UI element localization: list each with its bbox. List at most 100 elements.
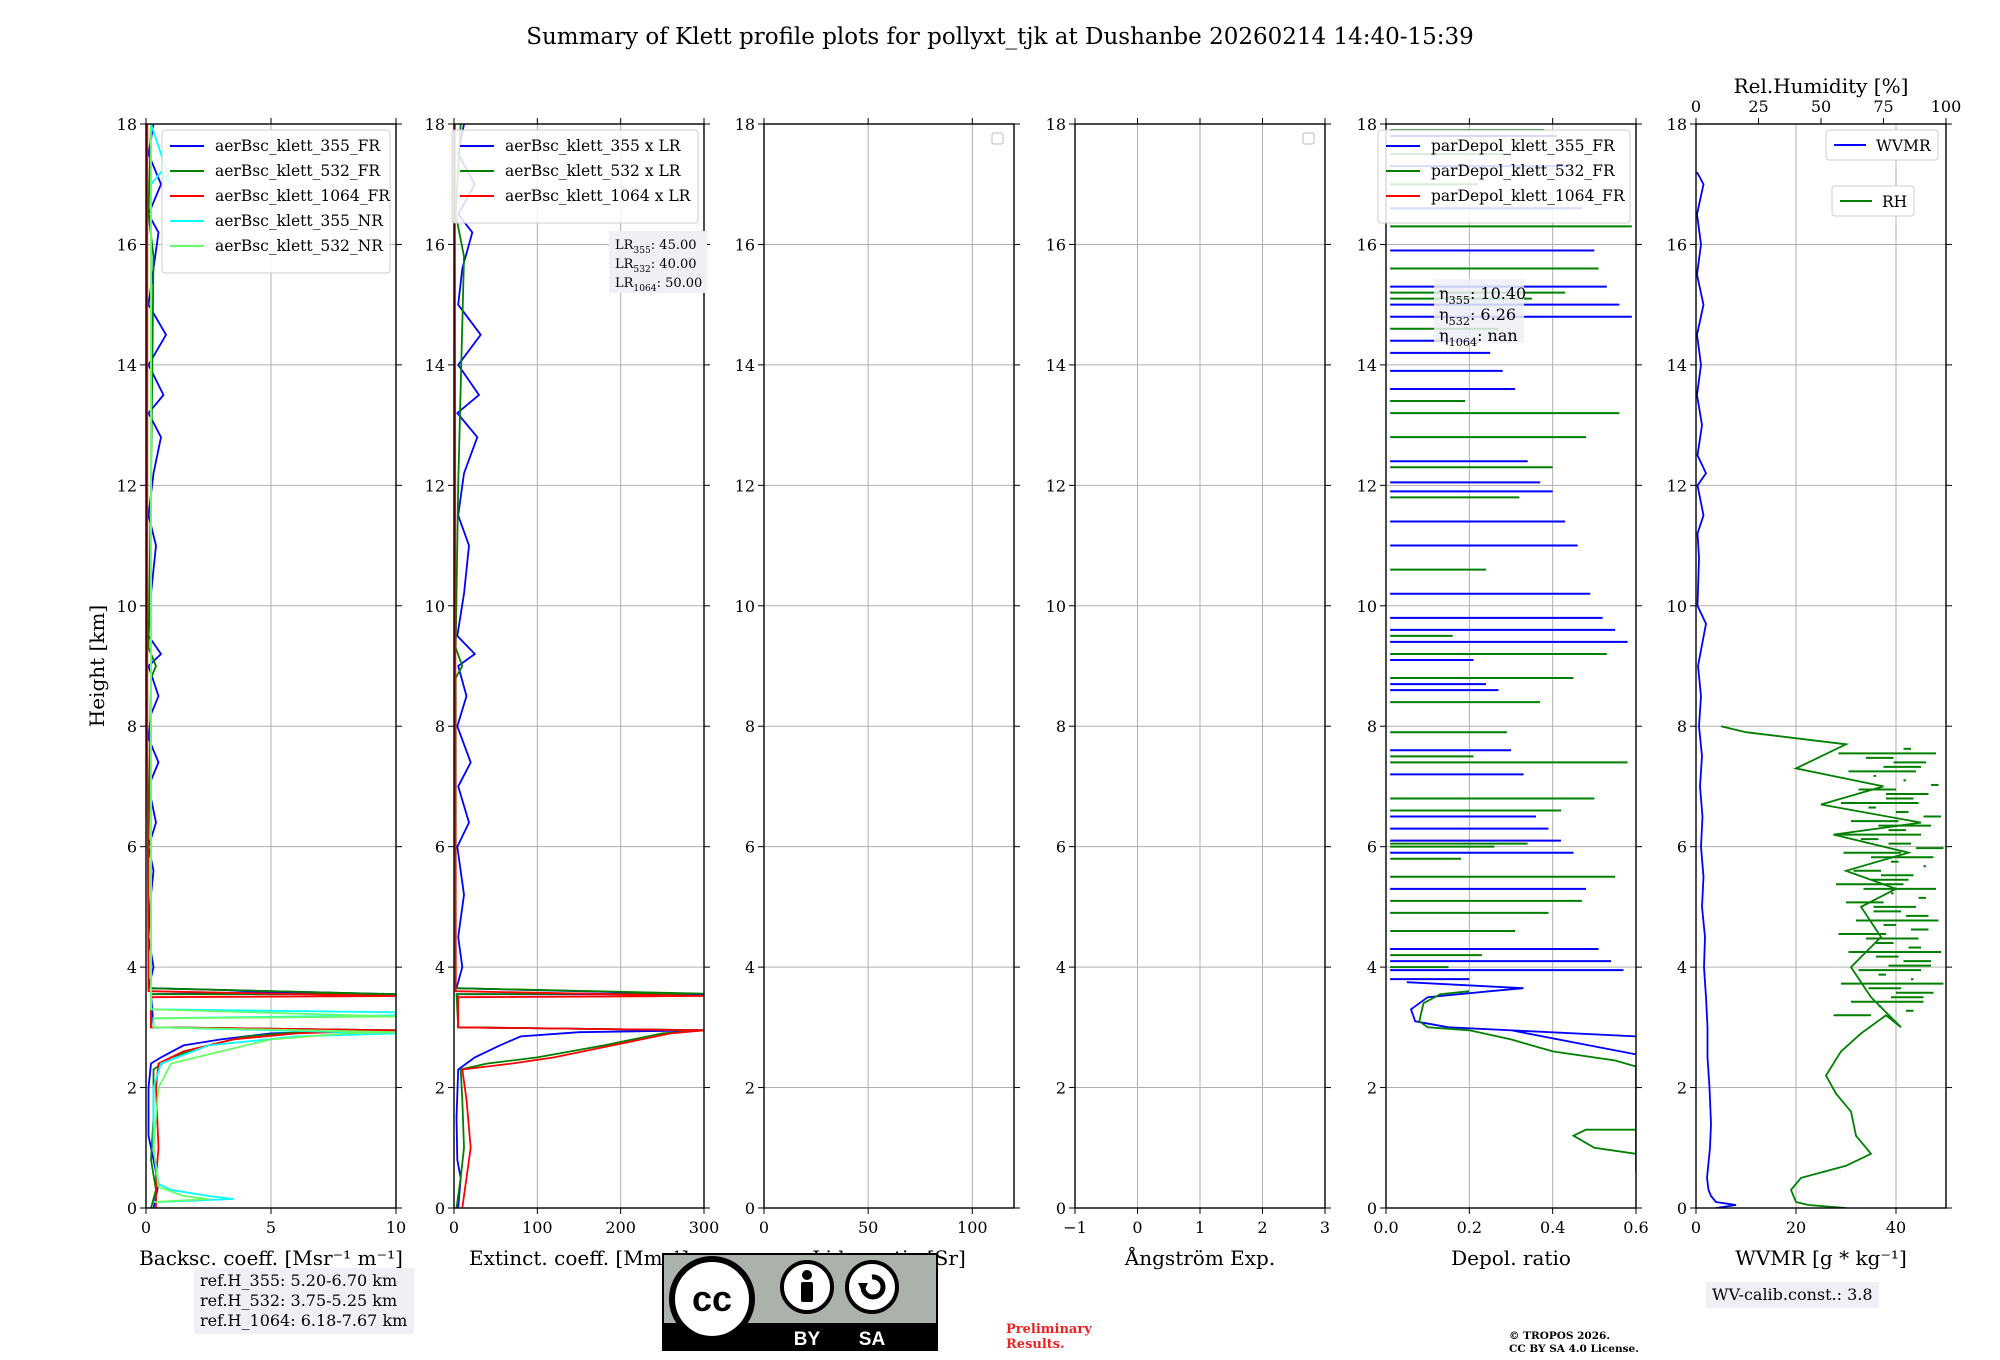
x-tick-label: 100 — [522, 1218, 553, 1237]
x-tick-label: 50 — [858, 1218, 878, 1237]
legend: parDepol_klett_355_FR parDepol_klett_532_… — [1377, 129, 1631, 224]
y-tick-label: 14 — [1357, 356, 1377, 375]
x-axis-label: Depol. ratio — [1451, 1246, 1571, 1270]
y-tick-label: 18 — [1046, 115, 1066, 134]
series-group — [146, 124, 396, 1208]
legend-entry: parDepol_klett_1064_FR — [1431, 187, 1626, 205]
y-tick-label: 16 — [735, 235, 755, 254]
y-tick-label: 10 — [425, 597, 445, 616]
y-tick-label: 4 — [435, 958, 445, 977]
copyright-line-1: © TROPOS 2026. — [1509, 1330, 1611, 1342]
y-tick-label: 10 — [735, 597, 755, 616]
share-alike-arrowhead — [858, 1283, 868, 1293]
y-tick-label: 12 — [1667, 476, 1687, 495]
legend-entry: aerBsc_klett_532_FR — [215, 162, 381, 180]
y-tick-label: 10 — [1667, 597, 1687, 616]
legend-box-rh — [1831, 185, 1915, 217]
series-line-aerBsc_klett_1064_FR — [146, 124, 396, 1208]
y-tick-label: 8 — [1367, 717, 1377, 736]
legend: aerBsc_klett_355 x LR aerBsc_klett_532 x … — [451, 129, 699, 224]
y-tick-label: 12 — [1046, 476, 1066, 495]
panel-wv: 0 20 40 0 2 4 6 8 10 12 14 16 18 WVMR [g * kg⁻¹] 0 25 50… — [1667, 74, 1962, 1270]
share-alike-icon — [845, 1260, 899, 1314]
preliminary-line-1: Preliminary — [1006, 1322, 1092, 1337]
y-tick-label: 16 — [425, 235, 445, 254]
top-x-tick-label: 0 — [1691, 97, 1701, 116]
y-tick-label: 16 — [117, 235, 137, 254]
plot-frame — [1385, 123, 1637, 1209]
x-tick-label: 200 — [605, 1218, 636, 1237]
x-axis-label: Backsc. coeff. [Msr⁻¹ m⁻¹] — [139, 1246, 403, 1270]
y-tick-label: 6 — [745, 838, 755, 857]
y-tick-label: 12 — [1357, 476, 1377, 495]
preliminary-line-2: Results. — [1006, 1337, 1065, 1352]
series-line-aerBsc_klett_532_NR — [150, 124, 396, 1203]
y-tick-label: 14 — [735, 356, 755, 375]
legend-entry: WVMR — [1876, 137, 1932, 155]
series-line-aerBsc_klett_1064 x LR — [454, 124, 704, 1208]
annotation-line: η1064: nan — [1439, 326, 1518, 349]
legend-entry: aerBsc_klett_355_NR — [215, 212, 384, 230]
x-tick-label: 0 — [449, 1218, 459, 1237]
x-axis-label: Extinct. coeff. [Mm⁻¹] — [469, 1246, 689, 1270]
panel-lr: 050100024681012141618Lidar ratio [Sr] — [735, 115, 1020, 1270]
y-tick-label: 4 — [127, 958, 137, 977]
y-tick-label: 2 — [1367, 1079, 1377, 1098]
y-tick-label: 12 — [425, 476, 445, 495]
cc-circle-icon — [669, 1256, 755, 1342]
x-tick-label: 5 — [266, 1218, 276, 1237]
legend-entry: aerBsc_klett_1064_FR — [215, 187, 391, 205]
x-axis-label: Ångström Exp. — [1124, 1245, 1275, 1270]
x-axis-label: WVMR [g * kg⁻¹] — [1735, 1246, 1907, 1270]
x-tick-label: 10 — [386, 1218, 406, 1237]
y-tick-label: 16 — [1046, 235, 1066, 254]
empty-legend — [991, 132, 1004, 145]
y-tick-label: 14 — [1667, 356, 1687, 375]
y-tick-label: 2 — [127, 1079, 137, 1098]
reference-height-box: ref.H_355: 5.20-6.70 km ref.H_532: 3.75-… — [194, 1268, 414, 1334]
y-tick-label: 0 — [1056, 1199, 1066, 1218]
annotation-line: η532: 6.26 — [1439, 305, 1516, 328]
legend-box — [451, 129, 699, 224]
y-tick-label: 6 — [1367, 838, 1377, 857]
series-group — [454, 124, 704, 1208]
legend-entry: parDepol_klett_355_FR — [1431, 137, 1616, 155]
y-tick-label: 16 — [1667, 235, 1687, 254]
legend-entry: aerBsc_klett_355_FR — [215, 137, 381, 155]
legend-entry: aerBsc_klett_532_NR — [215, 237, 384, 255]
y-tick-label: 14 — [1046, 356, 1066, 375]
series-line-aerBsc_klett_355_FR — [147, 124, 396, 1208]
y-tick-label: 18 — [117, 115, 137, 134]
panel-dep: 0.0 0.2 0.4 0.6 0 2 4 6 8 10 12 14 16 18 Depol. ratio p… — [1357, 115, 1649, 1270]
top-x-tick-label: 25 — [1748, 97, 1768, 116]
y-tick-label: 4 — [745, 958, 755, 977]
x-tick-label: 100 — [957, 1218, 988, 1237]
annotation-box — [1434, 279, 1524, 343]
y-axis-label: Height [km] — [85, 605, 109, 727]
x-tick-label: −1 — [1063, 1218, 1087, 1237]
y-tick-label: 12 — [117, 476, 137, 495]
wv-calib-const: WV-calib.const.: 3.8 — [1712, 1285, 1873, 1304]
x-tick-label: 0 — [759, 1218, 769, 1237]
y-tick-label: 0 — [745, 1199, 755, 1218]
y-tick-label: 0 — [127, 1199, 137, 1218]
annotation-box — [609, 231, 707, 293]
y-tick-label: 8 — [127, 717, 137, 736]
panel-bsc: 0 5 10 0 2 4 6 8 10 12 14 16 18 Backsc. coeff. [Msr⁻¹… — [85, 115, 406, 1270]
y-tick-label: 14 — [117, 356, 137, 375]
y-tick-label: 8 — [1056, 717, 1066, 736]
panel-ext: 0 100 200 300 0 2 4 6 8 10 12 14 16 18 Extinct. coeff.… — [425, 115, 720, 1270]
plot-frame — [453, 123, 705, 1209]
x-tick-label: 1 — [1195, 1218, 1205, 1237]
x-tick-label: 0 — [141, 1218, 151, 1237]
y-tick-label: 6 — [1677, 838, 1687, 857]
person-body — [801, 1282, 813, 1302]
y-tick-label: 4 — [1677, 958, 1687, 977]
sa-label: SA — [859, 1329, 886, 1350]
x-tick-label: 0.0 — [1373, 1218, 1398, 1237]
by-label: BY — [794, 1329, 821, 1350]
y-tick-label: 18 — [735, 115, 755, 134]
